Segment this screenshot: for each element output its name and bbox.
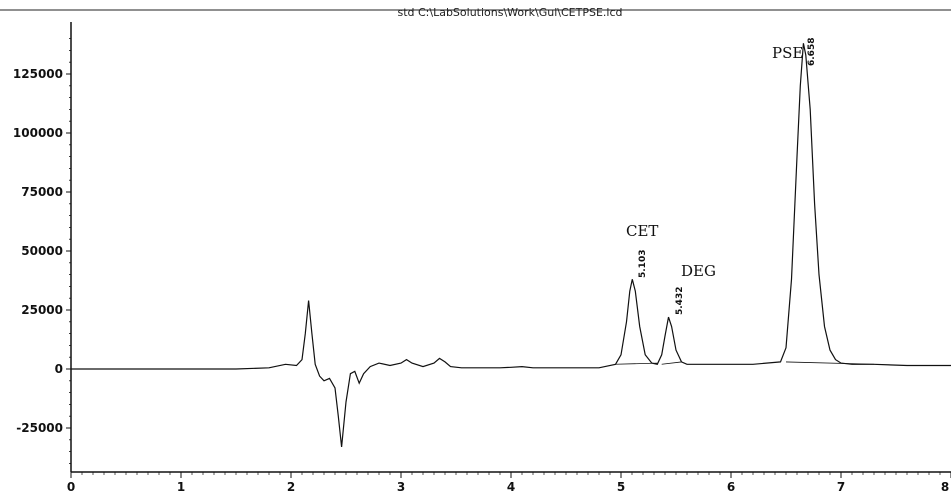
y-tick-label: 25000 <box>21 303 63 317</box>
chart-title: std C:\LabSolutions\Work\Gul\CETPSE.lcd <box>397 6 622 19</box>
y-tick-label: 125000 <box>13 67 63 81</box>
retention-time-deg: 5.432 <box>675 287 685 315</box>
x-tick-label: 4 <box>507 480 515 494</box>
x-axis-ticks: 0 1 2 3 4 5 6 7 8 <box>67 472 951 494</box>
chromatogram-trace <box>71 43 951 447</box>
x-tick-label: 7 <box>837 480 845 494</box>
y-tick-label: 0 <box>55 362 63 376</box>
peak-name-deg: DEG <box>681 262 716 280</box>
peak-baseline <box>661 361 682 365</box>
x-tick-label: 5 <box>617 480 625 494</box>
peak-baseline <box>615 362 658 365</box>
x-tick-label: 8 <box>941 480 949 494</box>
x-tick-label: 0 <box>67 480 75 494</box>
y-tick-label: 75000 <box>21 185 63 199</box>
y-axis-ticks: -25000 0 25000 50000 75000 100000 125000 <box>13 38 71 464</box>
x-tick-label: 3 <box>397 480 405 494</box>
y-tick-label: 50000 <box>21 244 63 258</box>
x-tick-label: 1 <box>177 480 185 494</box>
retention-time-cet: 5.103 <box>638 250 648 278</box>
y-tick-label: 100000 <box>13 126 63 140</box>
x-tick-label: 2 <box>287 480 295 494</box>
peak-name-pse: PSE <box>772 44 803 62</box>
retention-time-pse: 6.658 <box>807 38 817 66</box>
y-tick-label: -25000 <box>16 421 63 435</box>
peak-name-cet: CET <box>626 222 658 240</box>
x-tick-label: 6 <box>727 480 735 494</box>
